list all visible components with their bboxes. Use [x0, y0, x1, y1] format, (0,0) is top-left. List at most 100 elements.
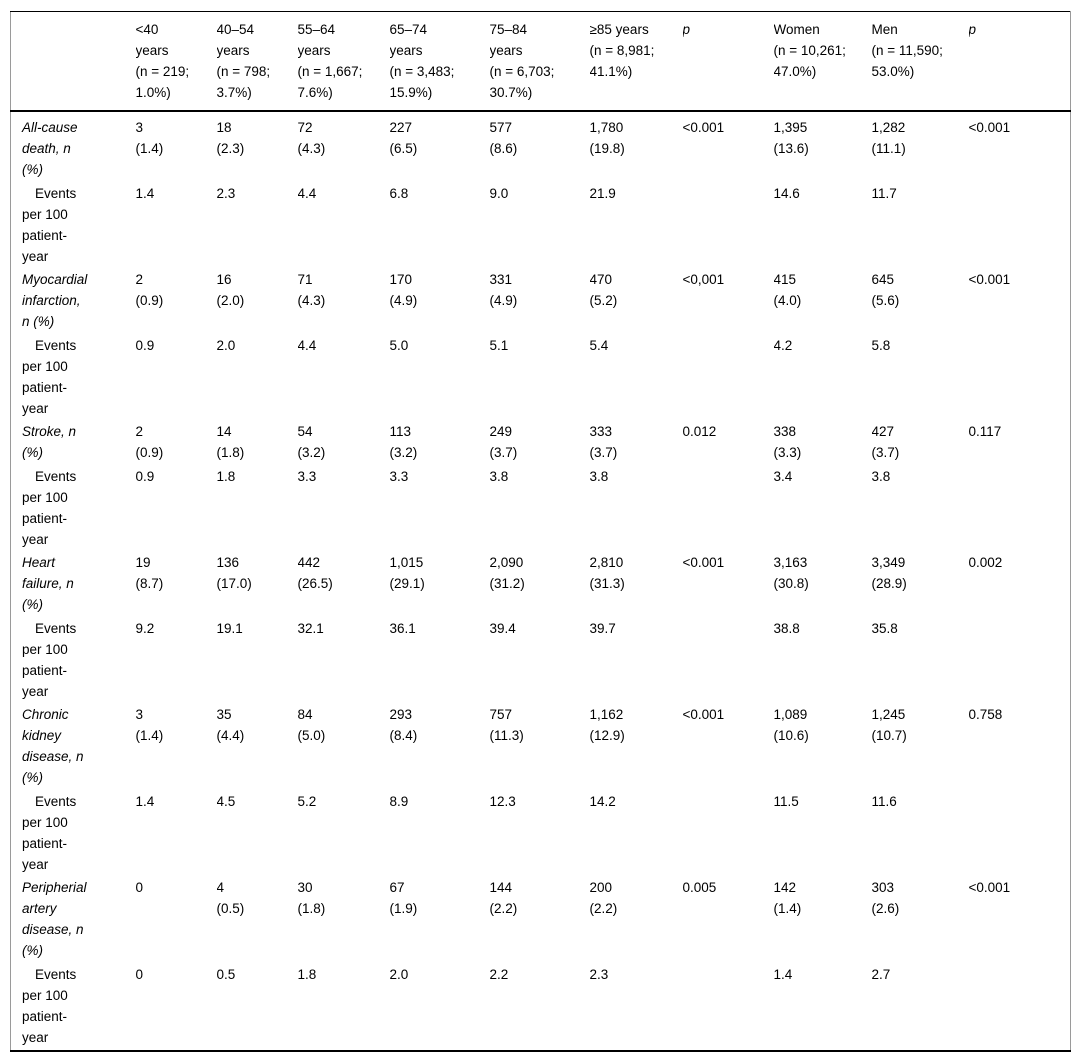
header-row: <40 years (n = 219; 1.0%) 40–54 years (n …	[10, 11, 1071, 112]
data-cell: <0.001	[968, 120, 1011, 135]
data-cell: <0,001	[682, 272, 725, 287]
outcome-row: Chronic kidney disease, n (%) 3 (1.4) 35 (…	[11, 704, 1071, 791]
header-cell: 40–54 years (n = 798; 3.7%)	[216, 11, 298, 112]
header-cell: ≥85 years (n = 8,981; 41.1%)	[589, 11, 683, 112]
data-cell: 0.9	[135, 337, 155, 353]
data-cell: 0.5	[216, 966, 236, 982]
data-cell: 5.1	[489, 337, 509, 353]
data-cell: 3,163 (30.8)	[773, 555, 809, 591]
data-cell: 5.2	[297, 793, 317, 809]
data-cell: 11.5	[773, 793, 799, 809]
outcome-row: All-cause death, n (%) 3 (1.4) 18 (2.3) 72 …	[11, 111, 1071, 183]
data-cell: 0.005	[682, 880, 717, 895]
data-cell	[683, 183, 774, 270]
outcome-row: Stroke, n (%) 2 (0.9) 14 (1.8) 54 (3.2) 113 …	[11, 421, 1071, 466]
data-cell: 1,780 (19.8)	[589, 120, 625, 156]
data-cell: 2.3	[589, 966, 609, 982]
data-cell: 6.8	[389, 185, 409, 201]
data-cell: 3,349 (28.9)	[871, 555, 907, 591]
data-cell: 2,090 (31.2)	[489, 555, 525, 591]
data-cell: 1,282 (11.1)	[871, 120, 906, 156]
outcome-row: Myocardial infarction, n (%) 2 (0.9) 16 (2…	[11, 269, 1071, 335]
data-cell: 1,015 (29.1)	[389, 555, 425, 591]
data-cell: 18 (2.3)	[216, 120, 245, 156]
data-cell: 1,245 (10.7)	[871, 707, 907, 743]
outcome-label: All-cause death, n (%)	[22, 120, 78, 177]
data-cell: 1.4	[135, 793, 155, 809]
data-cell: 35.8	[871, 620, 898, 636]
data-cell: 19.1	[216, 620, 243, 636]
data-cell: 144 (2.2)	[489, 880, 518, 916]
data-cell: 415 (4.0)	[773, 272, 802, 308]
header-cell-rowlabel	[10, 11, 136, 112]
outcome-row: Peripherial artery disease, n (%) 0 4 (0.5…	[11, 877, 1071, 964]
data-cell	[969, 964, 1071, 1052]
outcome-label: Peripherial artery disease, n (%)	[22, 880, 87, 958]
data-cell: 333 (3.7)	[589, 424, 618, 460]
data-cell: 442 (26.5)	[297, 555, 333, 591]
data-cell: 5.4	[589, 337, 609, 353]
data-cell: 11.6	[871, 793, 897, 809]
data-cell: 12.3	[489, 793, 516, 809]
data-cell: 1.8	[216, 468, 236, 484]
data-cell	[683, 335, 774, 422]
data-cell: 1.4	[773, 966, 793, 982]
data-cell: 1,395 (13.6)	[773, 120, 809, 156]
data-cell: 4.4	[297, 185, 317, 201]
events-row: Events per 100 patient- year 9.2 19.1 32.1 3…	[11, 618, 1071, 705]
data-cell: 14.2	[589, 793, 616, 809]
events-row: Events per 100 patient- year 0 0.5 1.8 2.0 2.…	[11, 964, 1071, 1052]
events-label: Events per 100 patient- year	[22, 793, 77, 872]
data-cell: 5.8	[871, 337, 891, 353]
data-cell: 8.9	[389, 793, 409, 809]
data-cell: 1.8	[297, 966, 317, 982]
data-cell: 227 (6.5)	[389, 120, 418, 156]
data-cell: 1,162 (12.9)	[589, 707, 625, 743]
events-label: Events per 100 patient- year	[22, 966, 77, 1045]
data-cell: 14 (1.8)	[216, 424, 245, 460]
data-cell: 4 (0.5)	[216, 880, 245, 916]
data-cell: 9.0	[489, 185, 509, 201]
data-cell: 2 (0.9)	[135, 272, 164, 308]
outcome-label: Heart failure, n (%)	[22, 555, 74, 612]
data-cell: 3 (1.4)	[135, 120, 164, 156]
header-cell: p	[968, 11, 1071, 112]
data-cell: <0.001	[682, 707, 725, 722]
data-cell	[683, 618, 774, 705]
data-cell: 35 (4.4)	[216, 707, 245, 743]
data-cell: 0.012	[682, 424, 717, 439]
data-cell: 0	[135, 880, 144, 895]
data-cell: 4.5	[216, 793, 236, 809]
data-cell: 3.3	[297, 468, 317, 484]
outcome-label: Myocardial infarction, n (%)	[22, 272, 88, 329]
data-cell: 3.4	[773, 468, 793, 484]
data-cell: 136 (17.0)	[216, 555, 252, 591]
data-cell: 293 (8.4)	[389, 707, 418, 743]
data-cell: 14.6	[773, 185, 800, 201]
data-cell	[683, 964, 774, 1052]
events-label: Events per 100 patient- year	[22, 337, 77, 416]
data-cell	[683, 791, 774, 878]
data-cell	[969, 466, 1071, 553]
data-cell: 0.002	[968, 555, 1003, 570]
data-cell: 1.4	[135, 185, 155, 201]
data-cell: 2.0	[216, 337, 236, 353]
data-cell: 3.8	[589, 468, 609, 484]
data-cell: 0	[135, 966, 144, 982]
data-cell: 39.4	[489, 620, 516, 636]
data-cell	[969, 618, 1071, 705]
header-cell: Women (n = 10,261; 47.0%)	[773, 11, 872, 112]
data-cell: 16 (2.0)	[216, 272, 245, 308]
outcomes-table: <40 years (n = 219; 1.0%) 40–54 years (n …	[10, 11, 1071, 1052]
table-head: <40 years (n = 219; 1.0%) 40–54 years (n …	[10, 11, 1071, 112]
data-cell: 757 (11.3)	[489, 707, 524, 743]
data-cell: 67 (1.9)	[389, 880, 418, 916]
data-cell: 170 (4.9)	[389, 272, 418, 308]
data-cell: 39.7	[589, 620, 616, 636]
data-cell: 30 (1.8)	[297, 880, 326, 916]
data-cell: 0.9	[135, 468, 155, 484]
data-cell	[969, 183, 1071, 270]
header-cell: 55–64 years (n = 1,667; 7.6%)	[297, 11, 390, 112]
data-cell: 4.2	[773, 337, 793, 353]
data-cell: 21.9	[589, 185, 616, 201]
